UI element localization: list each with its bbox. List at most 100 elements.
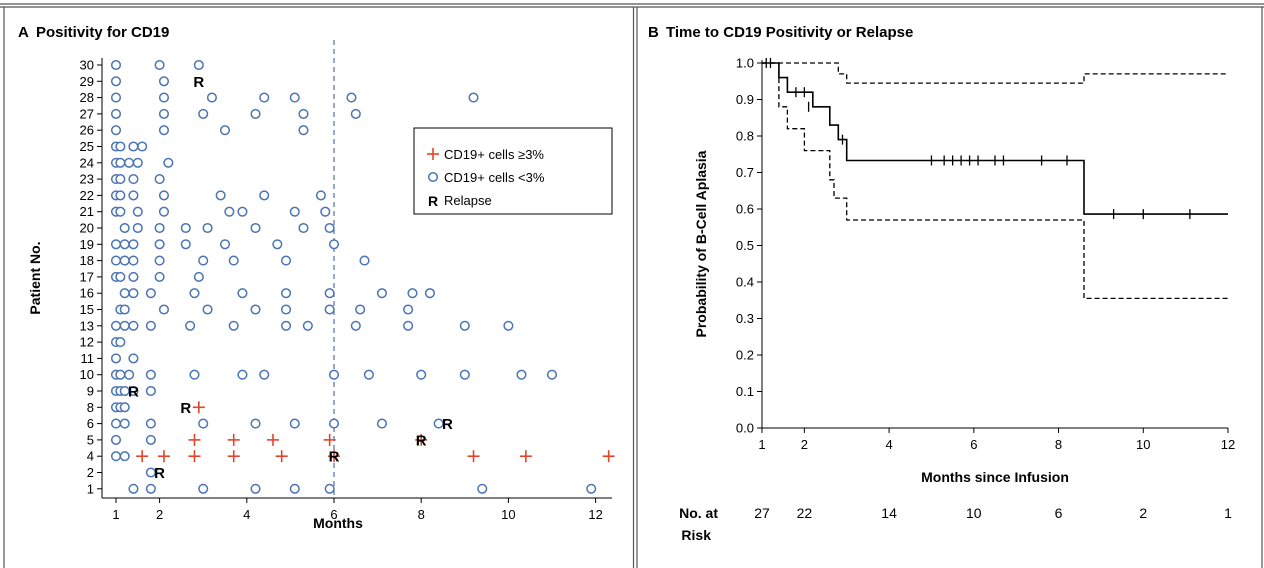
y-tick-label: 17 [80,269,94,284]
cd19-negative-point [320,206,331,217]
cd19-negative-point [145,288,156,299]
x-tick-label: 12 [1221,437,1235,452]
x-tick-label: 1 [758,437,765,452]
panel-a-x-label: Months [313,515,363,531]
confidence-bound-curve [762,62,1228,300]
x-tick-label: 6 [970,437,977,452]
cd19-negative-point [115,190,126,201]
cd19-negative-point [324,288,335,299]
relapse-point: R [128,384,139,401]
y-tick-label: 1 [87,481,94,496]
y-tick-label: 26 [80,123,94,138]
cd19-negative-point [158,190,170,201]
legend-plus-marker [427,148,439,160]
legend-relapse-marker: R [428,193,438,209]
y-tick-label: 1.0 [736,56,754,71]
y-tick-label: 0.7 [736,165,754,180]
cd19-negative-point [407,288,418,299]
panel-a-y-label: Patient No. [27,241,43,314]
panel-b-censor-marks [765,58,1191,220]
cd19-negative-point [110,353,122,364]
cd19-negative-point [110,92,122,103]
cd19-negative-point [132,206,143,217]
cd19-negative-point [119,288,130,299]
x-tick-label: 8 [1055,437,1062,452]
cd19-negative-point [346,92,357,103]
cd19-negative-point [355,304,366,315]
cd19-positive-point [602,450,615,463]
cd19-negative-point [128,141,139,152]
cd19-negative-point [289,92,300,103]
x-tick-label: 8 [418,507,425,522]
y-tick-label: 0.0 [736,421,754,436]
cd19-negative-point [250,304,261,315]
y-tick-label: 19 [80,237,94,252]
y-tick-label: 4 [87,449,94,464]
y-tick-label: 23 [80,172,94,187]
legend-relapse-label: Relapse [444,193,492,208]
cd19-negative-point [124,157,135,168]
cd19-negative-point [128,385,139,397]
cd19-positive-point [136,450,149,463]
cd19-negative-point [324,222,335,234]
y-tick-label: 0.1 [736,384,754,399]
y-tick-label: 13 [80,318,94,333]
cd19-negative-point [250,108,261,119]
cd19-positive-point [157,450,170,463]
cd19-negative-point [115,337,126,348]
cd19-negative-point [119,402,130,413]
risk-count: 6 [1055,505,1063,521]
cd19-negative-point [154,239,165,250]
risk-count: 14 [881,505,897,521]
cd19-negative-point [289,206,300,217]
y-tick-label: 9 [87,384,94,399]
cd19-negative-point [110,59,122,71]
y-tick-label: 12 [80,335,94,350]
panel-a-y-ticks: 3029282726252423222120191817161513121110… [80,58,102,496]
cd19-negative-point [250,418,261,429]
cd19-negative-point [459,369,470,380]
cd19-negative-point [145,385,156,397]
y-tick-label: 22 [80,188,94,203]
cd19-negative-point [132,222,143,234]
cd19-negative-point [403,320,414,331]
cd19-negative-point [145,434,156,445]
y-tick-label: 0.3 [736,311,754,326]
cd19-negative-point [185,320,196,331]
legend-box [413,127,613,215]
y-tick-label: 10 [80,367,94,382]
cd19-positive-point [415,433,428,446]
cd19-negative-point [363,369,374,380]
x-tick-label: 2 [156,507,163,522]
cd19-negative-point [110,418,122,429]
cd19-negative-point [115,174,126,185]
cd19-negative-point [328,418,340,429]
cd19-negative-point [215,190,226,201]
cd19-negative-point [193,59,204,71]
cd19-negative-point [137,141,148,152]
cd19-negative-point [158,76,170,87]
risk-count: 1 [1224,505,1232,521]
cd19-positive-point [227,450,240,463]
cd19-negative-point [424,288,435,299]
panel-a-legend: CD19+ cells ≥3% CD19+ cells <3% R Relaps… [413,127,613,215]
y-tick-label: 11 [81,351,95,366]
cd19-negative-point [280,255,292,266]
cd19-negative-point [119,418,130,429]
cd19-negative-point [128,483,139,494]
cd19-negative-point [259,92,270,103]
legend-circle-marker [427,171,439,183]
y-tick-label: 8 [87,400,94,415]
cd19-negative-point [228,320,239,331]
x-tick-label: 6 [330,507,337,522]
cd19-negative-point [198,483,209,494]
cd19-negative-point [110,125,122,136]
y-tick-label: 0.8 [736,129,754,144]
y-tick-label: 21 [80,204,94,219]
cd19-negative-point [128,271,139,282]
number-at-risk-row: 27 22 14 10 6 2 1 [754,505,1232,521]
cd19-negative-point [154,271,165,282]
panel-b: B Time to CD19 Positivity or Relapse 0.0… [648,24,1235,543]
cd19-negative-point [189,288,200,299]
cd19-negative-point [119,451,130,462]
